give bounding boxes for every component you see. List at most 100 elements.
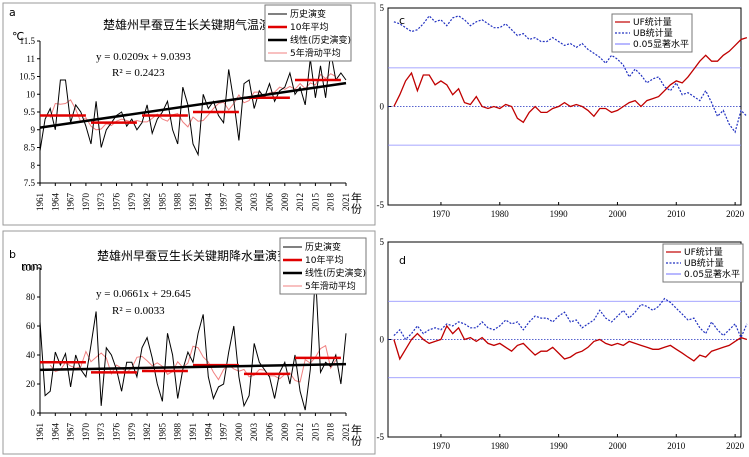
x-tick-label: 1979 [127, 423, 137, 442]
y-tick-label: 100 [22, 263, 36, 273]
y-tick-label: 20 [26, 379, 36, 389]
y-tick-label: 10.5 [19, 72, 35, 82]
panel-a-label: a [9, 6, 16, 19]
x-tick-label: 2000 [608, 209, 627, 219]
legend-label: 10年平均 [305, 254, 343, 266]
series-ub [393, 297, 748, 341]
x-tick-label: 2012 [295, 193, 305, 211]
panel-a-title: 楚雄州早蚕豆生长关键期气温演变 [103, 17, 283, 32]
x-tick-label: 1994 [203, 193, 213, 212]
y-tick-label: 10 [26, 89, 36, 99]
x-tick-label: 1982 [142, 193, 152, 211]
x-tick-label: 2006 [265, 193, 275, 212]
x-tick-label: 2009 [280, 193, 290, 212]
y-tick-label: 60 [26, 321, 36, 331]
series-history [39, 272, 347, 411]
y-tick-label: 0 [31, 408, 36, 418]
x-tick-label: 1967 [66, 423, 76, 442]
y-tick-label: 5 [380, 237, 385, 247]
y-tick-label: -5 [377, 432, 385, 442]
legend-label: 0.05显著水平 [633, 38, 689, 50]
legend-box [662, 243, 744, 283]
x-tick-label: 1964 [50, 423, 60, 442]
panel-c-mk-temperature: c -5 0 5 1970 1980 1990 2000 2010 2020 UF统计量UB统计… [377, 3, 748, 219]
x-tick-label: 2015 [310, 423, 320, 442]
x-tick-label: 1991 [188, 423, 198, 441]
x-tick-label: 2000 [234, 193, 244, 212]
legend-label: UB统计量 [684, 257, 724, 269]
x-tick-label: 1985 [157, 423, 167, 442]
panel-b-title: 楚雄州早蚕豆生长关键期降水量演变 [97, 248, 289, 263]
panel-a-equation: y = 0.0209x + 9.0393 [96, 51, 191, 63]
legend-label: UF统计量 [633, 16, 672, 28]
x-tick-label: 1991 [188, 193, 198, 211]
panel-c-label: c [399, 14, 405, 27]
panel-a-r2: R² = 0.2423 [112, 67, 165, 79]
panel-b-equation: y = 0.0661x + 29.645 [96, 288, 191, 300]
panel-a-ylabel: ℃ [12, 30, 24, 43]
panel-b-label: b [9, 248, 16, 261]
y-tick-label: 11 [26, 54, 35, 64]
x-tick-label: 2020 [726, 209, 745, 219]
x-tick-label: 1964 [50, 193, 60, 212]
x-tick-label: 2018 [326, 193, 336, 212]
x-tick-label: 1967 [66, 193, 76, 212]
y-tick-label: 7.5 [24, 178, 36, 188]
y-tick-label: -5 [377, 200, 385, 210]
x-tick-label: 2015 [310, 193, 320, 212]
legend-label: 历史演变 [290, 8, 326, 20]
x-tick-label: 2018 [326, 423, 336, 442]
x-tick-label: 1982 [142, 423, 152, 441]
y-tick-label: 8.5 [24, 143, 36, 153]
panel-b-precipitation: b mm 楚雄州早蚕豆生长关键期降水量演变 y = 0.0661x + 29.6… [2, 230, 376, 455]
x-tick-label: 2010 [667, 209, 686, 219]
x-tick-label: 1961 [35, 423, 45, 441]
x-tick-label: 1997 [219, 193, 229, 212]
panel-b-border [2, 230, 376, 455]
x-tick-label: 1976 [112, 193, 122, 212]
x-tick-label: 1970 [81, 193, 91, 212]
x-tick-label: 2006 [265, 423, 275, 442]
x-tick-label: 1973 [96, 193, 106, 212]
trend-line [39, 81, 347, 129]
y-tick-label: 40 [26, 350, 36, 360]
x-tick-label: 2010 [667, 441, 686, 451]
panel-b-xlabel: 年份 [350, 423, 363, 447]
y-tick-label: 0 [380, 335, 385, 345]
legend-label: 线性(历史演变) [305, 267, 366, 279]
x-tick-label: 1988 [173, 193, 183, 212]
x-tick-label: 2020 [726, 441, 745, 451]
x-tick-label: 1970 [432, 209, 451, 219]
x-tick-label: 1970 [432, 441, 451, 451]
y-tick-label: 80 [26, 292, 36, 302]
panel-b-r2: R² = 0.0033 [112, 305, 165, 317]
trend-line [39, 362, 347, 372]
x-tick-label: 1979 [127, 193, 137, 212]
series-5yr-moving-average [49, 73, 337, 131]
x-tick-label: 2000 [608, 441, 627, 451]
x-tick-label: 2003 [249, 193, 259, 212]
legend-label: 5年滑动平均 [305, 280, 356, 292]
legend-label: UF统计量 [684, 246, 723, 258]
x-tick-label: 1985 [157, 193, 167, 212]
panel-a-border [2, 2, 376, 226]
x-tick-label: 1976 [112, 423, 122, 442]
x-tick-label: 2009 [280, 423, 290, 442]
legend-label: 10年平均 [290, 21, 328, 33]
legend-label: 5年滑动平均 [290, 47, 341, 59]
x-tick-label: 2012 [295, 423, 305, 441]
series-ub [393, 14, 748, 134]
x-tick-label: 2003 [249, 423, 259, 442]
panel-d-label: d [399, 254, 406, 267]
y-tick-label: 0 [380, 102, 385, 112]
legend-label: 线性(历史演变) [290, 34, 351, 46]
x-tick-label: 1997 [219, 423, 229, 442]
x-tick-label: 1990 [550, 441, 569, 451]
x-tick-label: 2000 [234, 423, 244, 442]
x-tick-label: 1988 [173, 423, 183, 442]
